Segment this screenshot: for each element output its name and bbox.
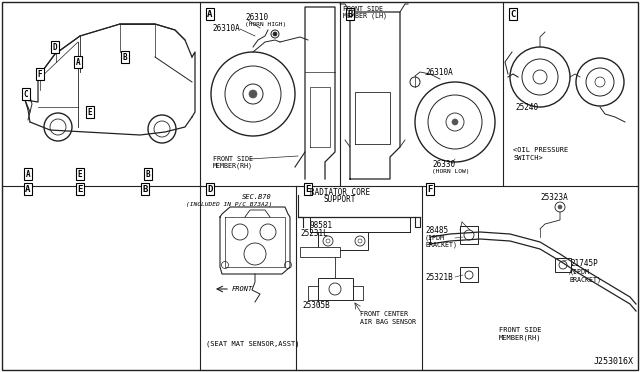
Text: 25323A: 25323A bbox=[540, 192, 568, 202]
Bar bbox=[555, 258, 571, 272]
Text: <OIL PRESSURE: <OIL PRESSURE bbox=[513, 147, 568, 153]
Text: A: A bbox=[26, 170, 30, 179]
Text: MEMBER(RH): MEMBER(RH) bbox=[499, 335, 541, 341]
Text: FRONT SIDE: FRONT SIDE bbox=[213, 156, 253, 162]
Text: 26310A: 26310A bbox=[212, 23, 240, 32]
Text: FRONT CENTER: FRONT CENTER bbox=[360, 311, 408, 317]
Bar bbox=[300, 247, 340, 257]
Text: SUPPORT: SUPPORT bbox=[324, 195, 356, 203]
Text: MEMBER(RH): MEMBER(RH) bbox=[213, 163, 253, 169]
Text: BRACKET): BRACKET) bbox=[425, 242, 457, 248]
Text: AIR BAG SENSOR: AIR BAG SENSOR bbox=[360, 319, 416, 325]
Text: (SEAT MAT SENSOR,ASST): (SEAT MAT SENSOR,ASST) bbox=[206, 341, 300, 347]
Text: SEC.B70: SEC.B70 bbox=[243, 194, 272, 200]
Text: 28485: 28485 bbox=[425, 225, 448, 234]
Text: (IPDM: (IPDM bbox=[425, 235, 445, 241]
Bar bbox=[318, 278, 353, 300]
Bar bbox=[460, 226, 478, 244]
Bar bbox=[460, 267, 478, 282]
Text: F: F bbox=[38, 70, 42, 78]
Text: FRONT: FRONT bbox=[232, 286, 253, 292]
Text: 26310A: 26310A bbox=[425, 67, 452, 77]
Text: E: E bbox=[77, 170, 83, 179]
Text: MEMBER (LH): MEMBER (LH) bbox=[343, 13, 387, 19]
Bar bbox=[318, 232, 368, 250]
Text: B: B bbox=[348, 10, 353, 19]
Circle shape bbox=[273, 32, 277, 36]
Text: E: E bbox=[77, 185, 83, 193]
Text: 25305B: 25305B bbox=[302, 301, 330, 310]
Text: FRONT SIDE: FRONT SIDE bbox=[343, 6, 383, 12]
Text: 25321B: 25321B bbox=[425, 273, 452, 282]
Text: (HORN HIGH): (HORN HIGH) bbox=[245, 22, 286, 26]
Text: E: E bbox=[88, 108, 92, 116]
Text: BRACKET): BRACKET) bbox=[570, 277, 602, 283]
Text: C: C bbox=[510, 10, 516, 19]
Text: A: A bbox=[26, 185, 31, 193]
Text: SWITCH>: SWITCH> bbox=[513, 155, 543, 161]
Text: F: F bbox=[428, 185, 433, 193]
Circle shape bbox=[452, 119, 458, 125]
Text: D: D bbox=[52, 42, 58, 51]
Text: 21745P: 21745P bbox=[570, 260, 598, 269]
Circle shape bbox=[558, 205, 562, 209]
Text: 25231L: 25231L bbox=[300, 228, 328, 237]
Text: (INCLUDED IN P/C B73A2): (INCLUDED IN P/C B73A2) bbox=[186, 202, 272, 206]
Circle shape bbox=[249, 90, 257, 98]
Text: B: B bbox=[142, 185, 148, 193]
Text: B: B bbox=[123, 52, 127, 61]
Text: A: A bbox=[207, 10, 212, 19]
Text: D: D bbox=[207, 185, 212, 193]
Text: 26330: 26330 bbox=[432, 160, 455, 169]
Text: J253016X: J253016X bbox=[594, 357, 634, 366]
Text: E: E bbox=[305, 185, 310, 193]
Text: (IPDM: (IPDM bbox=[570, 269, 590, 275]
Text: (HORN LOW): (HORN LOW) bbox=[432, 169, 470, 173]
Text: 26310: 26310 bbox=[245, 13, 268, 22]
Text: FRONT SIDE: FRONT SIDE bbox=[499, 327, 541, 333]
Text: C: C bbox=[24, 90, 28, 99]
Text: 98581: 98581 bbox=[310, 221, 333, 230]
Text: RADIATOR CORE: RADIATOR CORE bbox=[310, 187, 370, 196]
Text: 25240: 25240 bbox=[515, 103, 538, 112]
Text: A: A bbox=[76, 58, 80, 67]
Text: B: B bbox=[146, 170, 150, 179]
